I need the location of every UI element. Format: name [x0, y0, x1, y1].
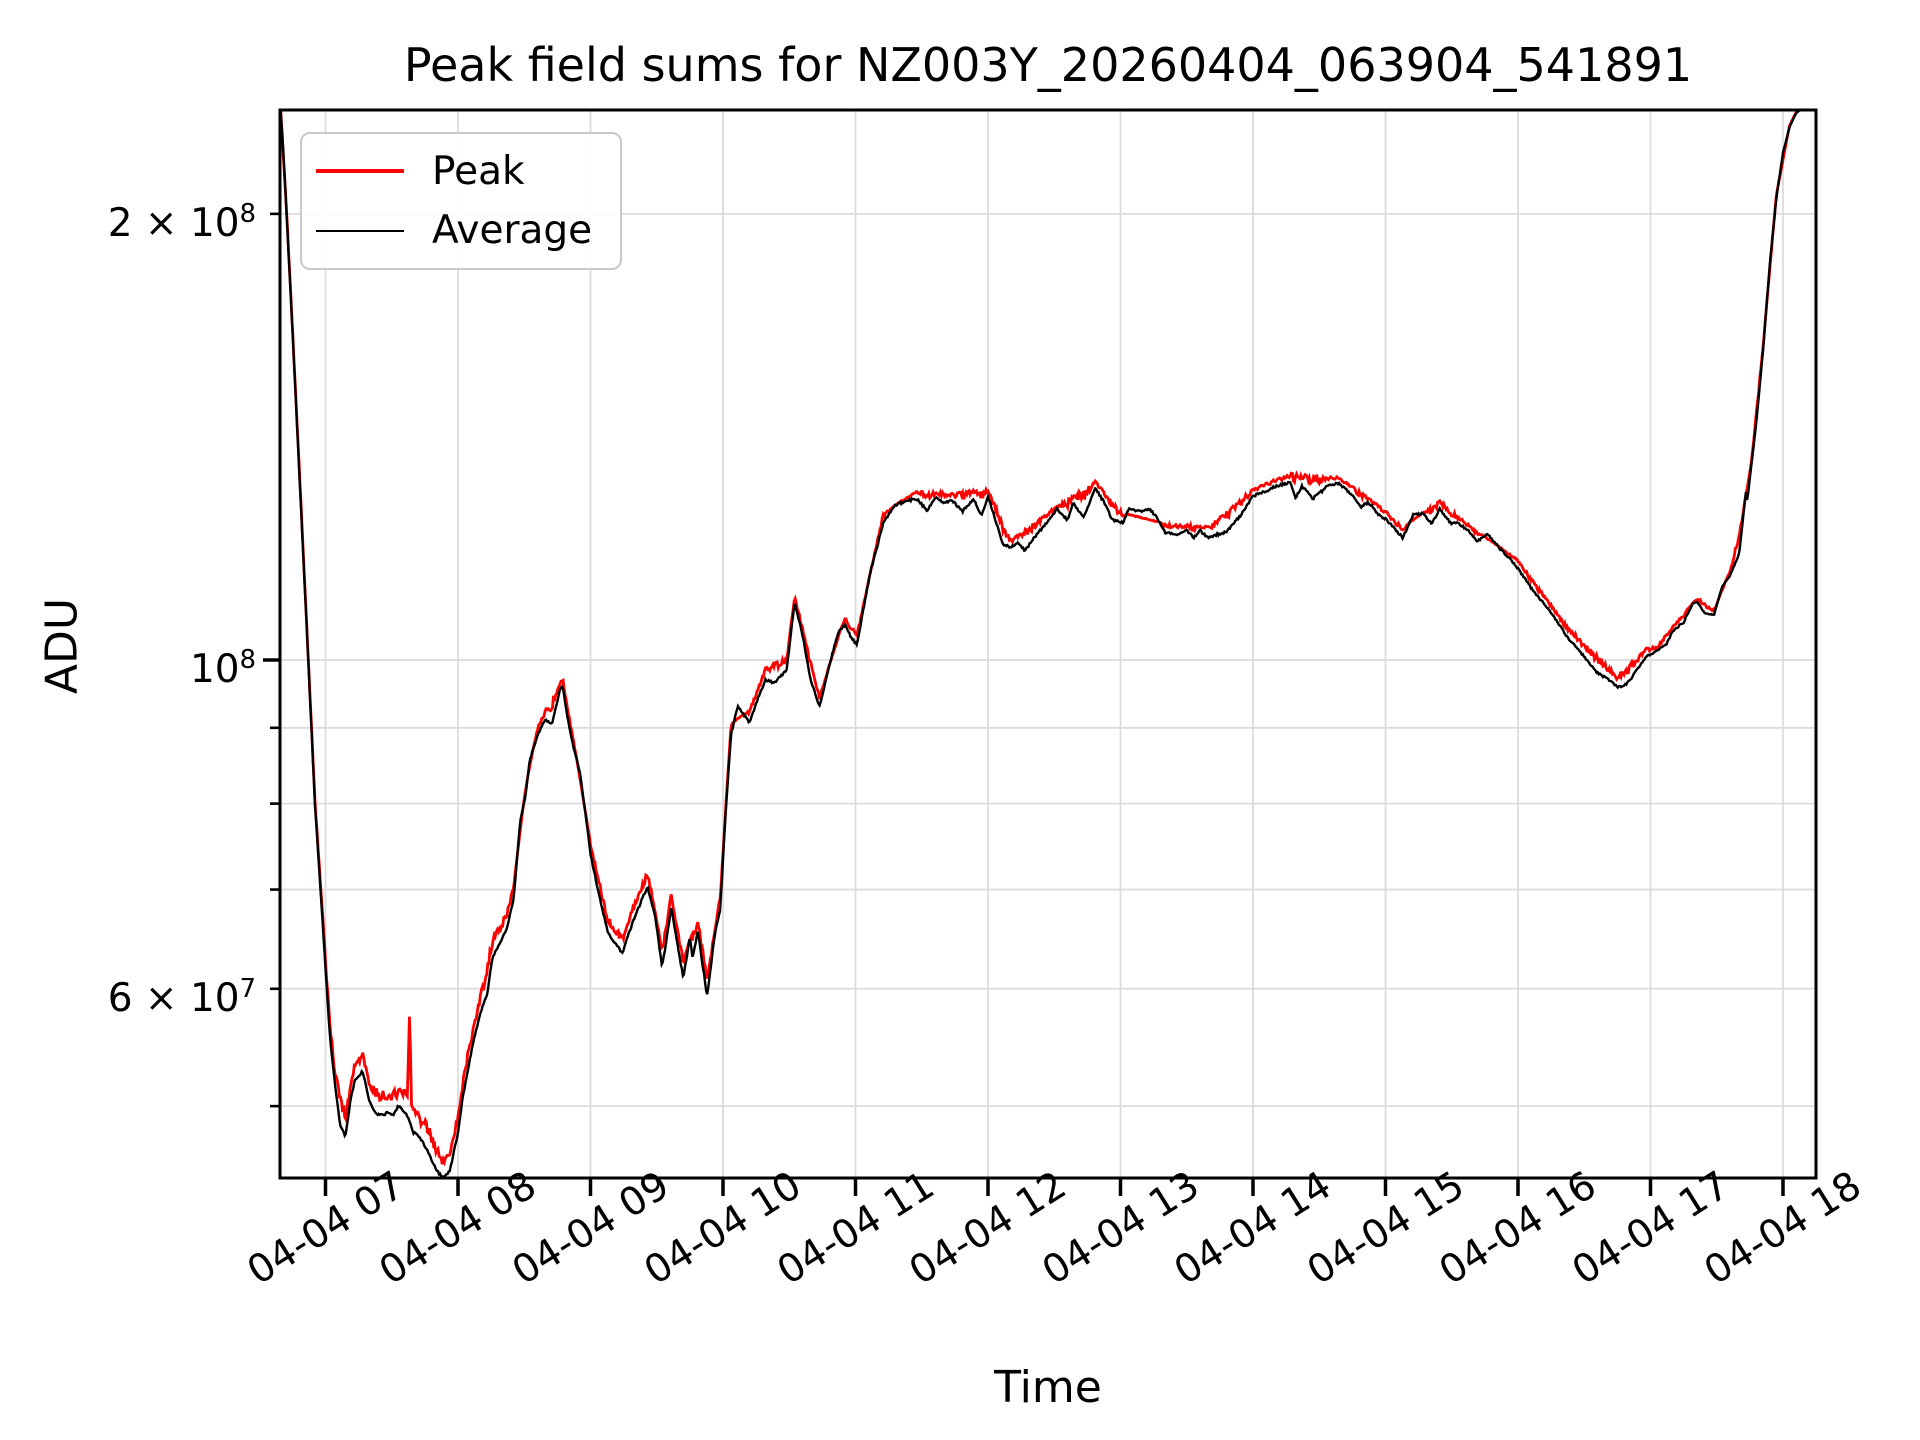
legend-label-average: Average	[432, 208, 593, 254]
legend-label-peak: Peak	[432, 148, 525, 194]
y-tick-coefficient: 10	[189, 647, 240, 692]
y-tick-exponent: 8	[239, 645, 256, 675]
legend: Peak Average	[300, 132, 622, 270]
y-tick-exponent: 7	[239, 973, 256, 1004]
chart-title: Peak field sums for NZ003Y_20260404_0639…	[403, 38, 1693, 92]
y-tick-label: 108	[46, 638, 256, 692]
y-tick-coefficient: 2 × 10	[107, 200, 240, 246]
y-tick-coefficient: 6 × 10	[107, 975, 240, 1021]
average-series-line	[280, 108, 1816, 1179]
peak-line-sample-icon	[316, 169, 404, 174]
series-lines	[280, 108, 1816, 1179]
legend-item-peak: Peak	[316, 149, 620, 194]
tick-marks	[263, 212, 1785, 1196]
y-tick-label: 6 × 107	[46, 967, 256, 1021]
x-axis-label: Time	[994, 1362, 1102, 1413]
average-line-sample-icon	[316, 229, 404, 232]
y-tick-label: 2 × 108	[46, 192, 256, 246]
legend-item-average: Average	[316, 208, 620, 253]
plot-border	[278, 108, 1818, 1180]
y-tick-exponent: 8	[239, 198, 256, 229]
gridlines	[280, 110, 1816, 1178]
peak-series-line	[280, 108, 1805, 1167]
